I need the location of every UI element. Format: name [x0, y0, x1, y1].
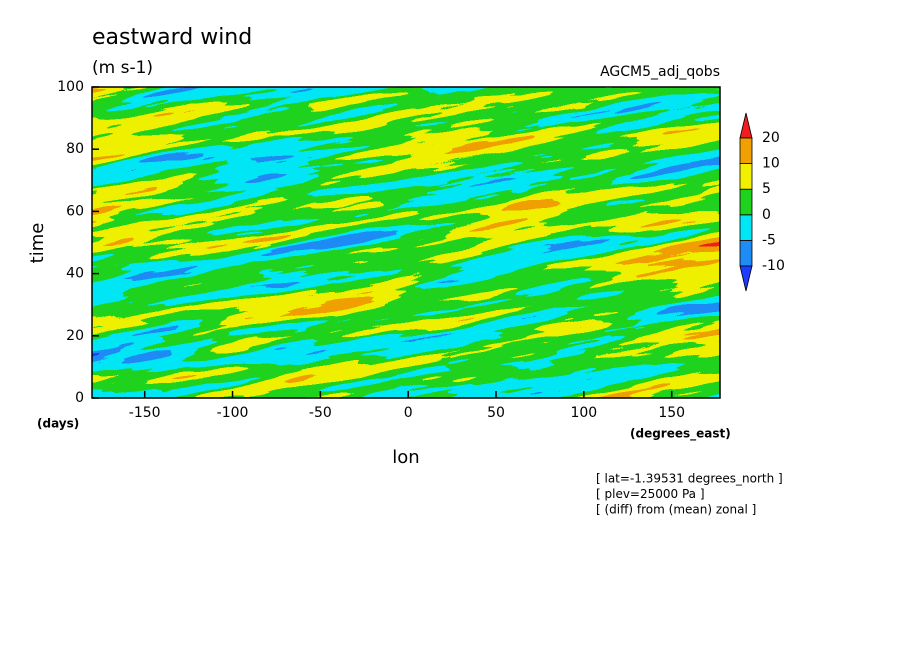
- x-axis-label: lon: [392, 447, 419, 468]
- x-tick-label: 100: [570, 405, 597, 421]
- y-tick-label: 0: [75, 390, 84, 406]
- colorbar-box: [739, 163, 753, 190]
- colorbar-label: 5: [762, 181, 771, 197]
- y-tick-label: 100: [57, 79, 84, 95]
- colorbar-label: 10: [762, 156, 780, 172]
- colorbar-box: [739, 137, 753, 165]
- x-tick-label: -100: [217, 405, 249, 421]
- colorbar-label: -10: [762, 258, 785, 274]
- colorbar-arrow: [739, 112, 753, 139]
- y-tick-label: 40: [66, 266, 84, 282]
- colorbar-box: [739, 188, 753, 216]
- y-tick-label: 20: [66, 328, 84, 344]
- colorbar-label: 0: [762, 207, 771, 223]
- x-tick-label: 150: [658, 405, 685, 421]
- annotation: [ (diff) from (mean) zonal ]: [596, 503, 756, 517]
- wind-field: [92, 87, 720, 398]
- colorbar-arrow: [739, 265, 753, 292]
- colorbar-label: -5: [762, 232, 776, 248]
- y-tick-label: 60: [66, 203, 84, 219]
- units: (m s-1): [92, 58, 153, 78]
- x-units: (degrees_east): [630, 427, 731, 442]
- colorbar-box: [739, 214, 753, 241]
- annotation: [ lat=-1.39531 degrees_north ]: [596, 472, 783, 486]
- x-tick-label: 0: [404, 405, 413, 421]
- x-tick-label: -50: [309, 405, 332, 421]
- y-axis-label: time: [27, 223, 48, 264]
- colorbar-box: [739, 239, 753, 267]
- x-tick-label: 50: [487, 405, 505, 421]
- annotation: [ plev=25000 Pa ]: [596, 487, 705, 501]
- subtitle: AGCM5_adj_qobs: [600, 64, 720, 80]
- y-tick-label: 80: [66, 141, 84, 157]
- y-units: (days): [37, 417, 79, 431]
- plot-frame: [91, 86, 721, 399]
- colorbar-label: 20: [762, 130, 780, 146]
- x-tick-label: -150: [129, 405, 161, 421]
- chart-title: eastward wind: [92, 25, 252, 50]
